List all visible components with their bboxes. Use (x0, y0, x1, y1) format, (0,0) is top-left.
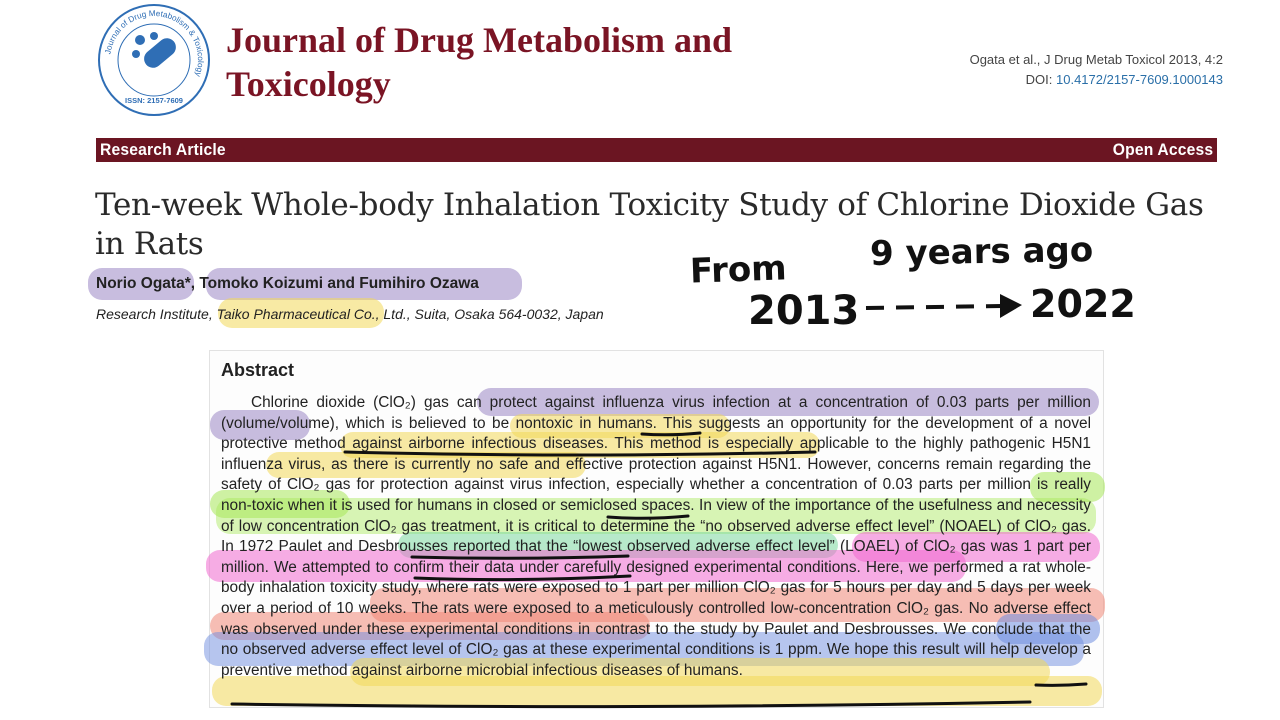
highlight-author-2 (206, 268, 522, 300)
abstract-heading: Abstract (221, 360, 295, 380)
highlight-purple-2 (210, 410, 310, 440)
highlight-author-1 (88, 268, 194, 300)
logo-issn: ISSN: 2157-7609 (125, 96, 183, 105)
article-banner: Research Article Open Access (96, 138, 1217, 162)
highlight-affiliation (218, 298, 384, 328)
highlight-green-1 (210, 490, 350, 518)
abstract-body: Chlorine dioxide (ClO₂) gas can protect … (221, 393, 1091, 681)
annotation-year-start: 2013 (748, 288, 860, 334)
citation: Ogata et al., J Drug Metab Toxicol 2013,… (969, 52, 1223, 67)
authors: Norio Ogata*, Tomoko Koizumi and Fumihir… (96, 275, 479, 292)
abstract-paragraph: Chlorine dioxide (ClO₂) gas can protect … (221, 394, 1091, 679)
doi-label: DOI: (1025, 72, 1053, 87)
article-title: Ten-week Whole-body Inhalation Toxicity … (95, 187, 1204, 262)
highlight-purple-1 (477, 388, 1099, 416)
open-access-label: Open Access (1112, 140, 1213, 159)
journal-name: Journal of Drug Metabolism and Toxicolog… (226, 20, 733, 104)
affiliation: Research Institute, Taiko Pharmaceutical… (96, 306, 604, 322)
pill-icon (132, 32, 176, 68)
annotation-years-ago: 9 years ago (869, 230, 1094, 274)
annotation-year-end: 2022 (1030, 282, 1136, 326)
dashed-arrow-icon (865, 294, 1022, 318)
journal-logo: Journal of Drug Metabolism & Toxicology … (98, 4, 210, 116)
citation-block: Ogata et al., J Drug Metab Toxicol 2013,… (970, 50, 1223, 90)
annotation-from: From (689, 248, 788, 292)
highlight-green-2 (1030, 472, 1105, 502)
doi-link[interactable]: 10.4172/2157-7609.1000143 (1056, 72, 1223, 87)
article-type: Research Article (100, 140, 226, 159)
